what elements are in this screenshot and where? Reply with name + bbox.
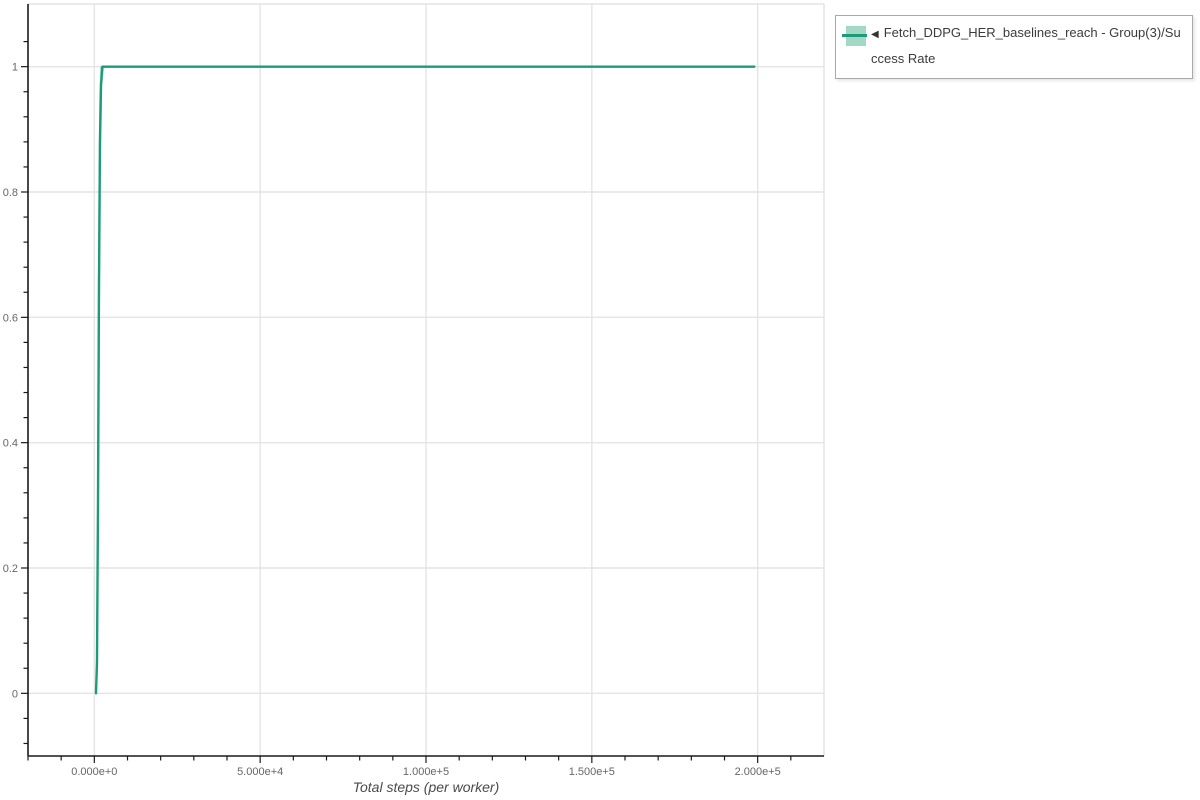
legend[interactable]: ◀ Fetch_DDPG_HER_baselines_reach - Group(… bbox=[835, 15, 1193, 79]
y-tick-label: 1 bbox=[12, 62, 18, 74]
y-tick-label: 0 bbox=[12, 688, 18, 700]
x-axis-label: Total steps (per worker) bbox=[352, 779, 500, 795]
y-tick-label: 0.6 bbox=[3, 312, 18, 324]
series-swatch-icon bbox=[842, 26, 867, 46]
x-tick-label: 5.000e+4 bbox=[237, 766, 283, 778]
series-mean-line bbox=[94, 65, 756, 695]
legend-label: ◀ Fetch_DDPG_HER_baselines_reach - Group(… bbox=[871, 21, 1184, 71]
y-tick-label: 0.4 bbox=[3, 438, 18, 450]
x-tick-label: 0.000e+0 bbox=[71, 766, 117, 778]
series-minmax-band bbox=[95, 66, 755, 694]
y-tick-label: 0.8 bbox=[3, 187, 18, 199]
y-tick-label: 0.2 bbox=[3, 563, 18, 575]
legend-entry[interactable]: ◀ Fetch_DDPG_HER_baselines_reach - Group(… bbox=[842, 21, 1184, 71]
x-tick-label: 1.500e+5 bbox=[569, 766, 615, 778]
x-tick-label: 2.000e+5 bbox=[735, 766, 781, 778]
legend-label-text: Fetch_DDPG_HER_baselines_reach - Group(3… bbox=[871, 25, 1181, 66]
series-line-swatch bbox=[842, 34, 867, 37]
x-tick-label: 1.000e+5 bbox=[403, 766, 449, 778]
collapse-triangle-icon[interactable]: ◀ bbox=[871, 29, 879, 40]
